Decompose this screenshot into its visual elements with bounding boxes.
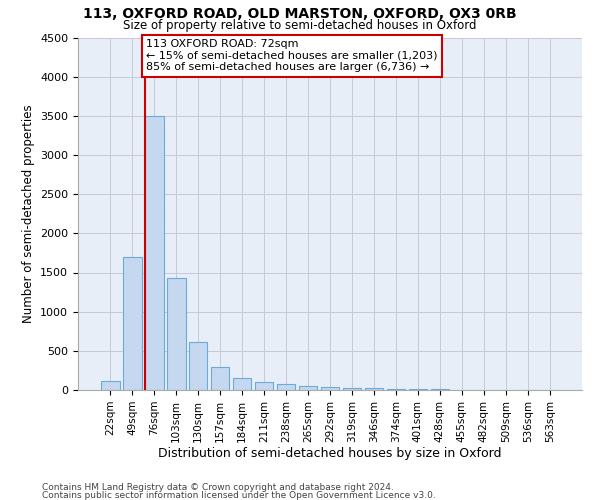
Text: Contains HM Land Registry data © Crown copyright and database right 2024.: Contains HM Land Registry data © Crown c… [42, 484, 394, 492]
Bar [277, 384, 295, 390]
Y-axis label: Number of semi-detached properties: Number of semi-detached properties [22, 104, 35, 323]
X-axis label: Distribution of semi-detached houses by size in Oxford: Distribution of semi-detached houses by … [158, 448, 502, 460]
Bar [365, 388, 383, 390]
Text: 113 OXFORD ROAD: 72sqm
← 15% of semi-detached houses are smaller (1,203)
85% of : 113 OXFORD ROAD: 72sqm ← 15% of semi-det… [146, 39, 437, 72]
Bar [343, 388, 361, 390]
Text: Contains public sector information licensed under the Open Government Licence v3: Contains public sector information licen… [42, 490, 436, 500]
Bar [386, 389, 405, 390]
Bar [320, 387, 340, 390]
Bar [167, 278, 185, 390]
Text: Size of property relative to semi-detached houses in Oxford: Size of property relative to semi-detach… [123, 19, 477, 32]
Bar [145, 116, 164, 390]
Bar [255, 382, 274, 390]
Bar [409, 389, 427, 390]
Bar [233, 378, 251, 390]
Bar [189, 342, 208, 390]
Bar [211, 368, 229, 390]
Bar [123, 257, 142, 390]
Bar [299, 386, 317, 390]
Text: 113, OXFORD ROAD, OLD MARSTON, OXFORD, OX3 0RB: 113, OXFORD ROAD, OLD MARSTON, OXFORD, O… [83, 8, 517, 22]
Bar [101, 380, 119, 390]
